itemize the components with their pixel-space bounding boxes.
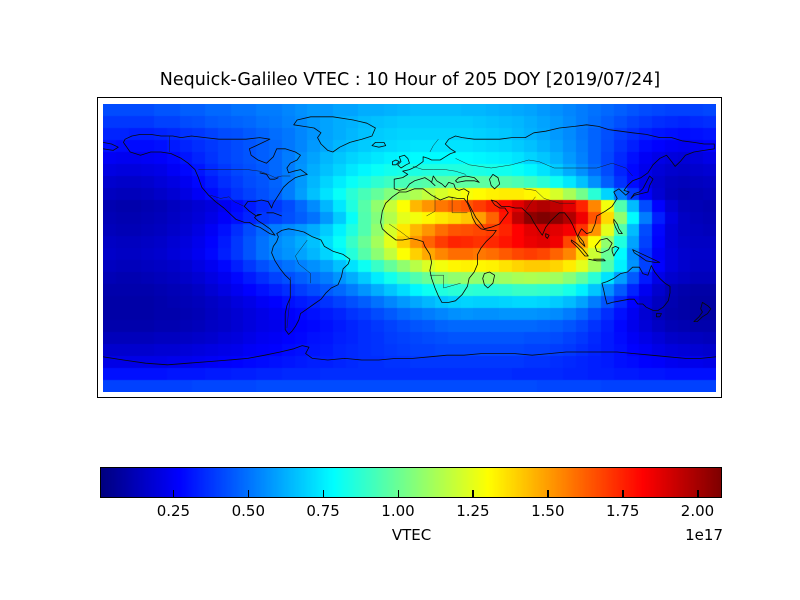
border-europe-central [412,166,466,175]
border-west-africa [388,223,410,239]
colorbar-offset-text: 1e17 [685,526,723,544]
colorbar-gradient-canvas [101,468,721,497]
border-us-mexico [210,194,245,207]
colorbar-tick-1.25 [472,490,474,497]
coastline-philippines [613,218,623,234]
colorbar-tick-label: 1.75 [605,502,640,520]
border-brazil-west [295,239,311,284]
colorbar-tick-1.00 [397,490,399,497]
coastline-japan [630,175,654,199]
coastline-eurasia [393,124,715,247]
colorbar-tick-0.25 [172,490,175,497]
colorbar-tick-label: 1.25 [456,502,490,520]
coastline-borneo [594,238,613,254]
border-scandinavia [429,139,439,153]
colorbar-tick-label: 2.00 [680,502,715,520]
coastline-north-america [123,134,308,236]
colorbar-tick-1.75 [622,490,624,497]
colorbar-tick-label: 1.50 [531,502,565,520]
border-himalaya [523,188,575,204]
coastline-antarctica [103,345,716,366]
coastline-great-lakes [259,172,279,180]
colorbar-tick-label: 1.00 [381,502,415,520]
colorbar-tick-0.75 [322,490,325,497]
coastlines-overlay [103,116,716,366]
coastline-south-america [271,228,351,335]
border-russia-south [455,158,633,177]
coastline-chukotka-wrap [103,142,119,151]
colorbar [100,467,722,498]
coastline-sumatra [570,239,589,257]
coastline-caspian-sea [489,174,501,190]
coastline-madagascar [482,271,495,289]
coastline-sulawesi [611,246,620,257]
coastline-black-sea [455,175,480,183]
coastline-new-zealand [693,302,712,322]
coastline-sri-lanka [545,233,550,239]
coastline-tasmania [656,313,662,318]
colorbar-tick-2.00 [697,490,699,497]
colorbar-tick-label: 0.25 [156,502,191,520]
coastline-iceland [371,142,387,148]
vtec-heatmap-canvas [103,104,716,392]
colorbar-tick-label: 0.50 [231,502,265,520]
border-southern-africa [429,274,461,289]
border-pakistan-india [525,196,536,212]
coastline-new-guinea [632,249,661,263]
coastline-africa [380,188,497,303]
border-argentina-chile [286,276,291,329]
colorbar-tick-label: 0.75 [306,502,340,520]
plot-title: Nequick-Galileo VTEC : 10 Hour of 205 DO… [159,70,661,90]
colorbar-label: VTEC [391,526,432,544]
coastline-australia [601,265,671,311]
border-egypt-libya-sudan [451,196,468,214]
colorbar-tick-1.50 [547,490,549,497]
coastline-ireland [392,159,400,166]
map-axes [97,97,722,398]
coastline-greenland [293,116,376,153]
border-us-canada [198,169,291,178]
coastline-cuba [266,212,282,217]
colorbar-tick-0.50 [247,490,250,497]
border-algeria-libya [426,195,436,217]
coastline-uk [397,154,410,169]
colorbar-tick-labels: 0.25 0.50 0.75 1.00 1.25 1.50 1.75 2.00 [100,502,723,522]
coastline-java [588,258,606,262]
